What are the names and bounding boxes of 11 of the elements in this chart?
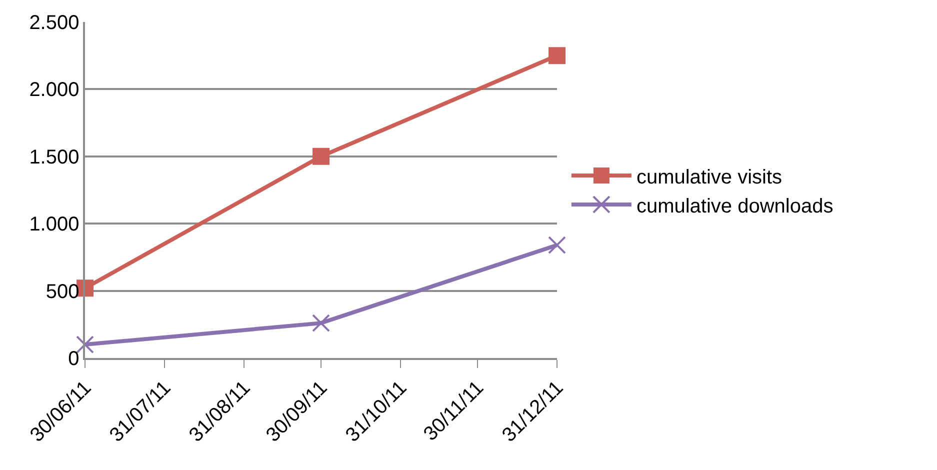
y-tick-label: 1.000 [29, 214, 80, 236]
y-tick-label: 2.000 [29, 79, 80, 102]
legend-label: cumulative downloads [636, 195, 834, 218]
point [548, 47, 566, 64]
legend-label: cumulative visits [636, 166, 782, 188]
point [312, 148, 330, 165]
point [312, 314, 330, 332]
y-tick-label: 0 [68, 348, 80, 370]
y-tick-label: 1.500 [29, 146, 80, 168]
point [548, 236, 566, 254]
y-tick-label: 2.500 [29, 12, 80, 34]
